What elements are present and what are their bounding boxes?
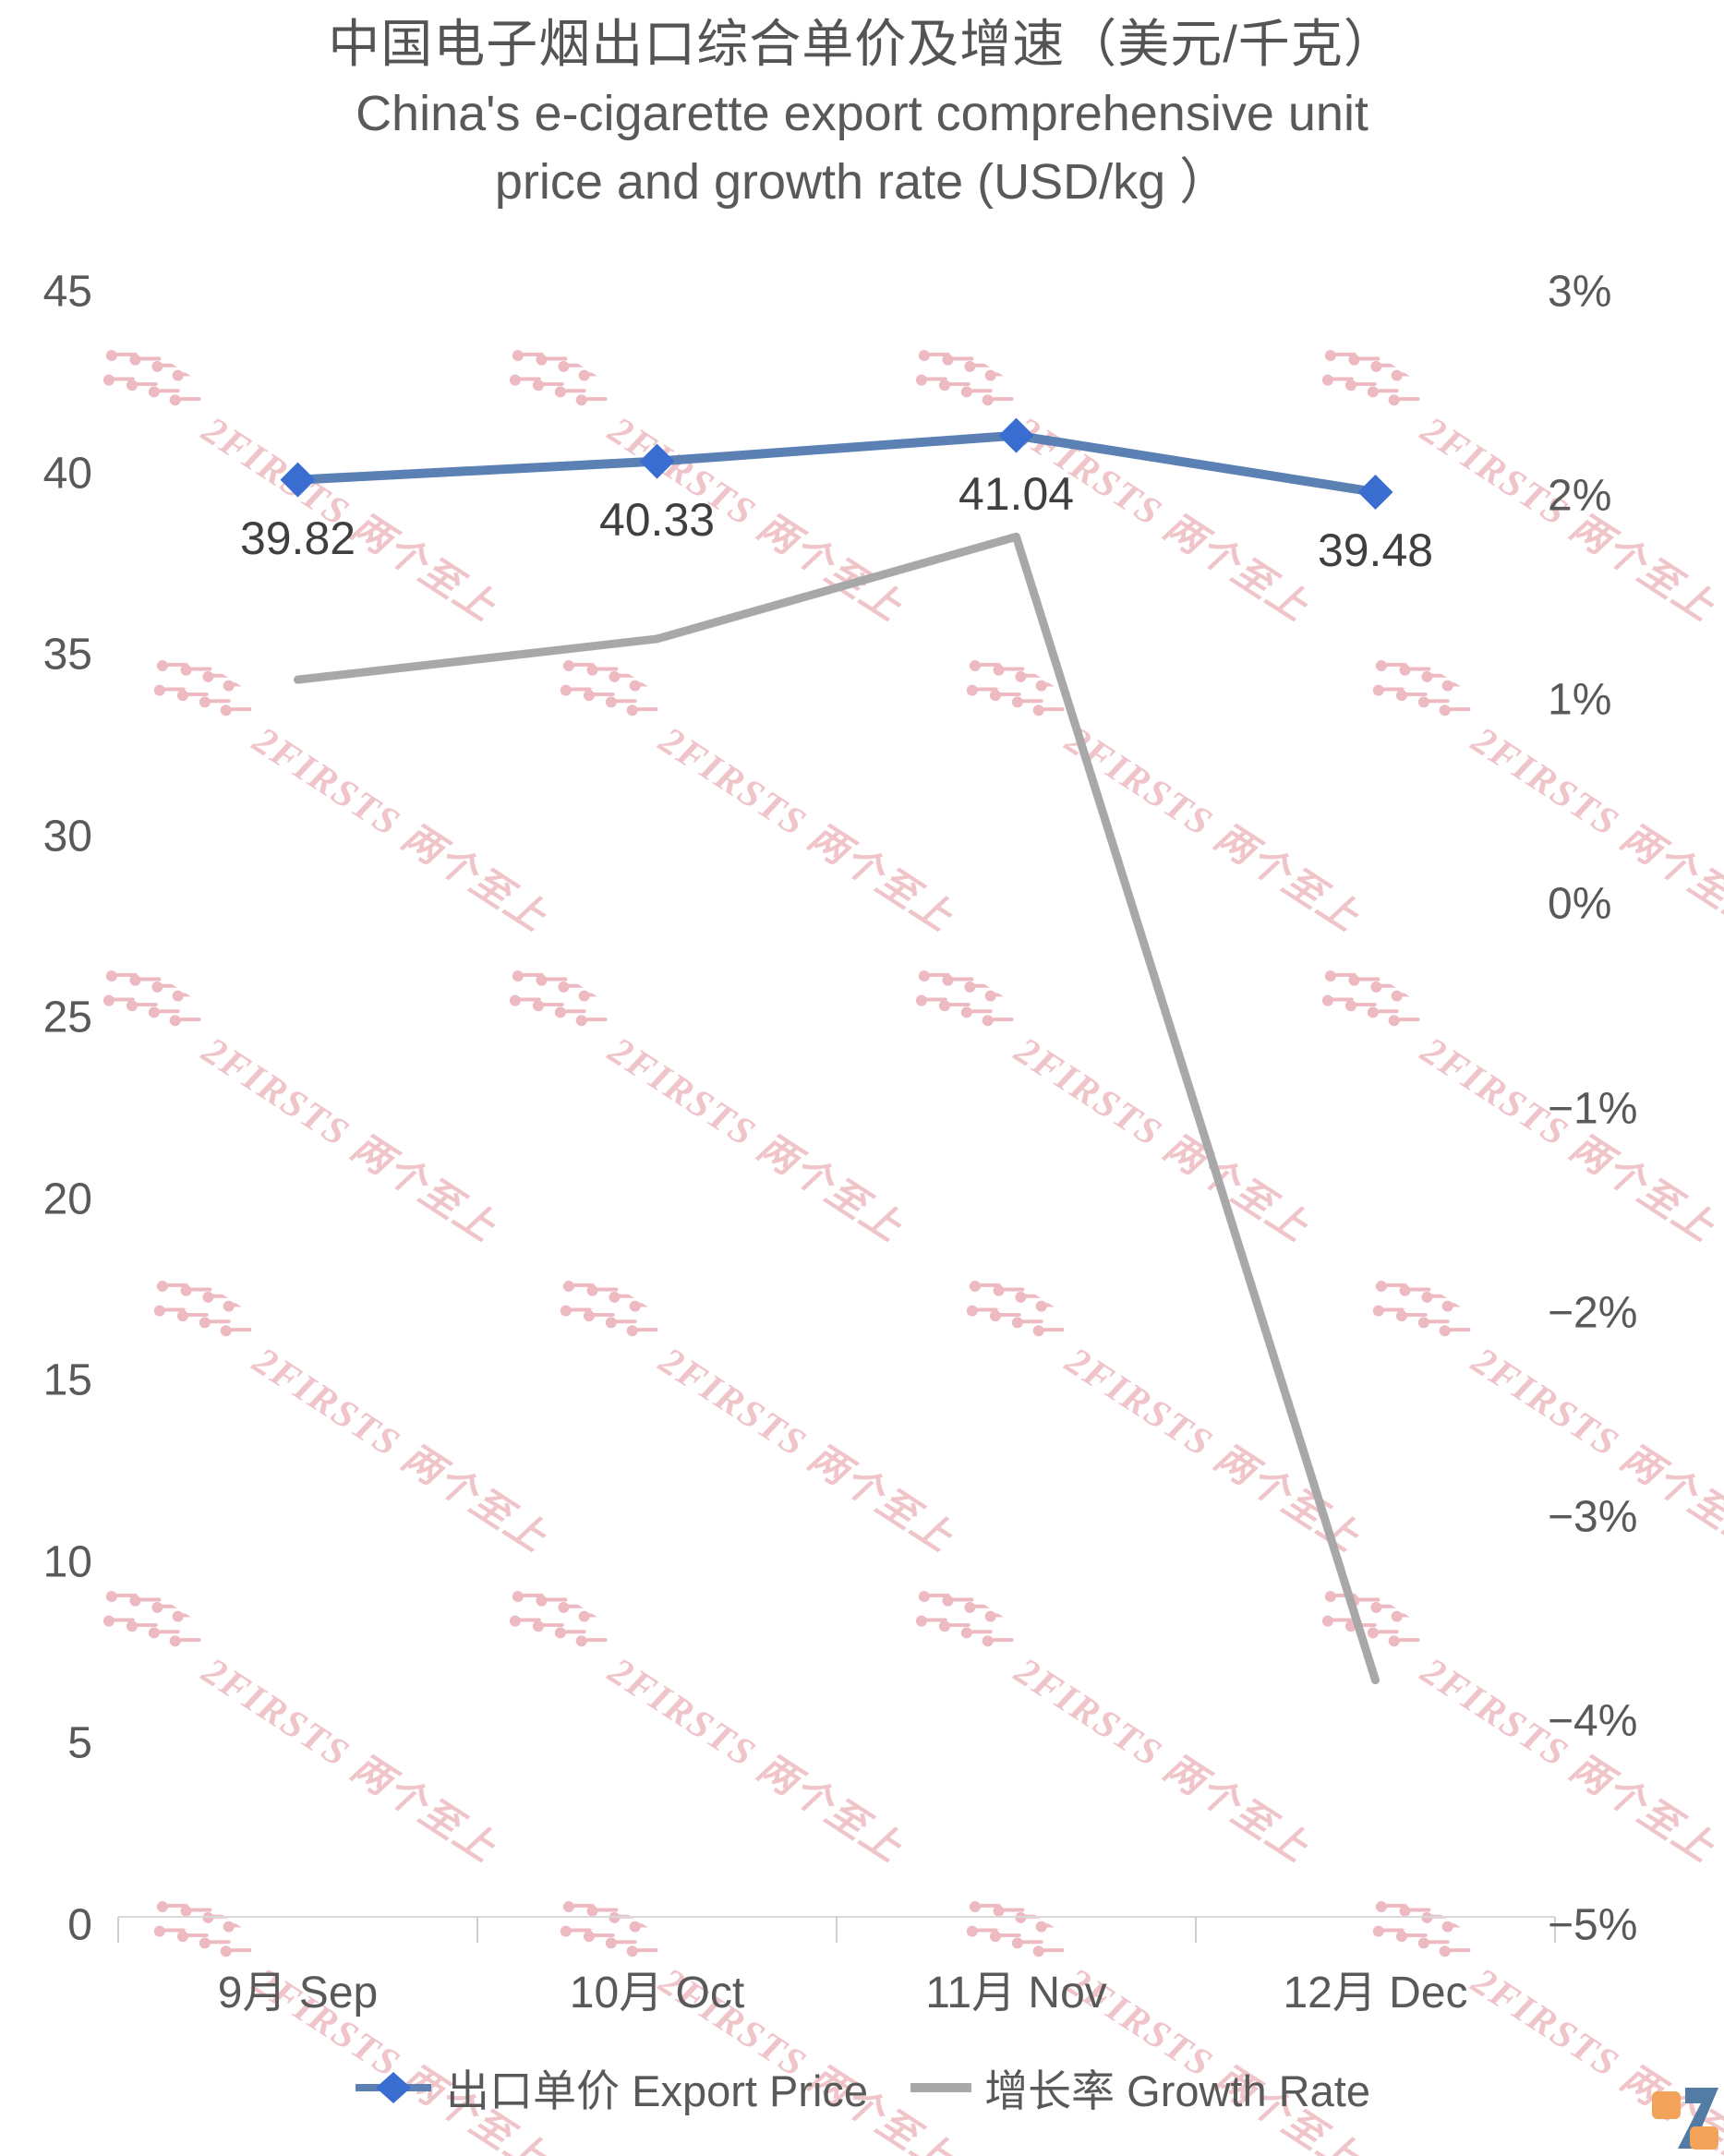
data-label: 41.04: [958, 467, 1075, 520]
right-axis-tick: 2%: [1548, 471, 1612, 521]
left-axis-tick: 45: [42, 267, 92, 317]
right-axis-tick: −1%: [1548, 1084, 1638, 1133]
legend: 出口单价 Export Price 增长率 Growth Rate: [0, 2055, 1724, 2119]
2firsts-logo: [1652, 2088, 1718, 2150]
legend-item-growth-rate: 增长率 Growth Rate: [910, 2055, 1370, 2119]
left-axis-tick: 10: [42, 1537, 92, 1587]
left-axis-tick: 25: [42, 993, 92, 1042]
right-axis-tick: 3%: [1548, 267, 1612, 317]
left-axis-tick: 35: [42, 630, 92, 680]
export-price-marker: [280, 462, 316, 498]
export-price-marker: [639, 443, 675, 479]
left-axis-tick: 40: [42, 449, 92, 499]
left-axis-tick: 0: [67, 1900, 92, 1950]
export-price-line: [293, 430, 1380, 497]
chart-title-en-line1: China's e-cigarette export comprehensive…: [356, 86, 1368, 141]
chart-title-cn: 中国电子烟出口综合单价及增速（美元/千克）: [328, 15, 1396, 73]
x-axis-label: 9月 Sep: [217, 1969, 379, 2017]
line-diamond-marker-icon: [356, 2071, 432, 2103]
left-axis-tick: 15: [42, 1355, 92, 1405]
data-label: 40.33: [598, 493, 716, 546]
right-axis-tick: 1%: [1548, 675, 1612, 725]
chart-title-en-line2: price and growth rate (USD/kg ）: [494, 154, 1230, 210]
chart-title: 中国电子烟出口综合单价及增速（美元/千克） China's e-cigarett…: [0, 9, 1724, 216]
data-label: 39.48: [1317, 524, 1434, 576]
left-axis-tick: 30: [42, 812, 92, 861]
x-axis-label: 10月 Oct: [569, 1969, 745, 2017]
right-axis-tick: −5%: [1548, 1900, 1638, 1950]
x-axis-label: 12月 Dec: [1283, 1969, 1468, 2017]
growth-rate-line: [294, 532, 1380, 1685]
legend-item-export-price: 出口单价 Export Price: [354, 2055, 868, 2119]
left-axis-tick: 20: [42, 1174, 92, 1224]
legend-label-growth-rate: 增长率 Growth Rate: [984, 2066, 1370, 2115]
right-axis-tick: −2%: [1548, 1288, 1638, 1338]
data-label: 39.82: [239, 512, 356, 564]
left-axis-tick: 5: [67, 1718, 92, 1768]
right-axis-tick: −4%: [1548, 1696, 1638, 1746]
export-price-marker: [1357, 474, 1393, 510]
line-marker-icon: [910, 2082, 972, 2092]
right-axis-tick: 0%: [1548, 879, 1612, 929]
right-axis-tick: −3%: [1548, 1492, 1638, 1542]
x-axis-label: 11月 Nov: [925, 1969, 1107, 2017]
export-price-marker: [998, 417, 1034, 453]
legend-label-export-price: 出口单价 Export Price: [446, 2066, 869, 2115]
